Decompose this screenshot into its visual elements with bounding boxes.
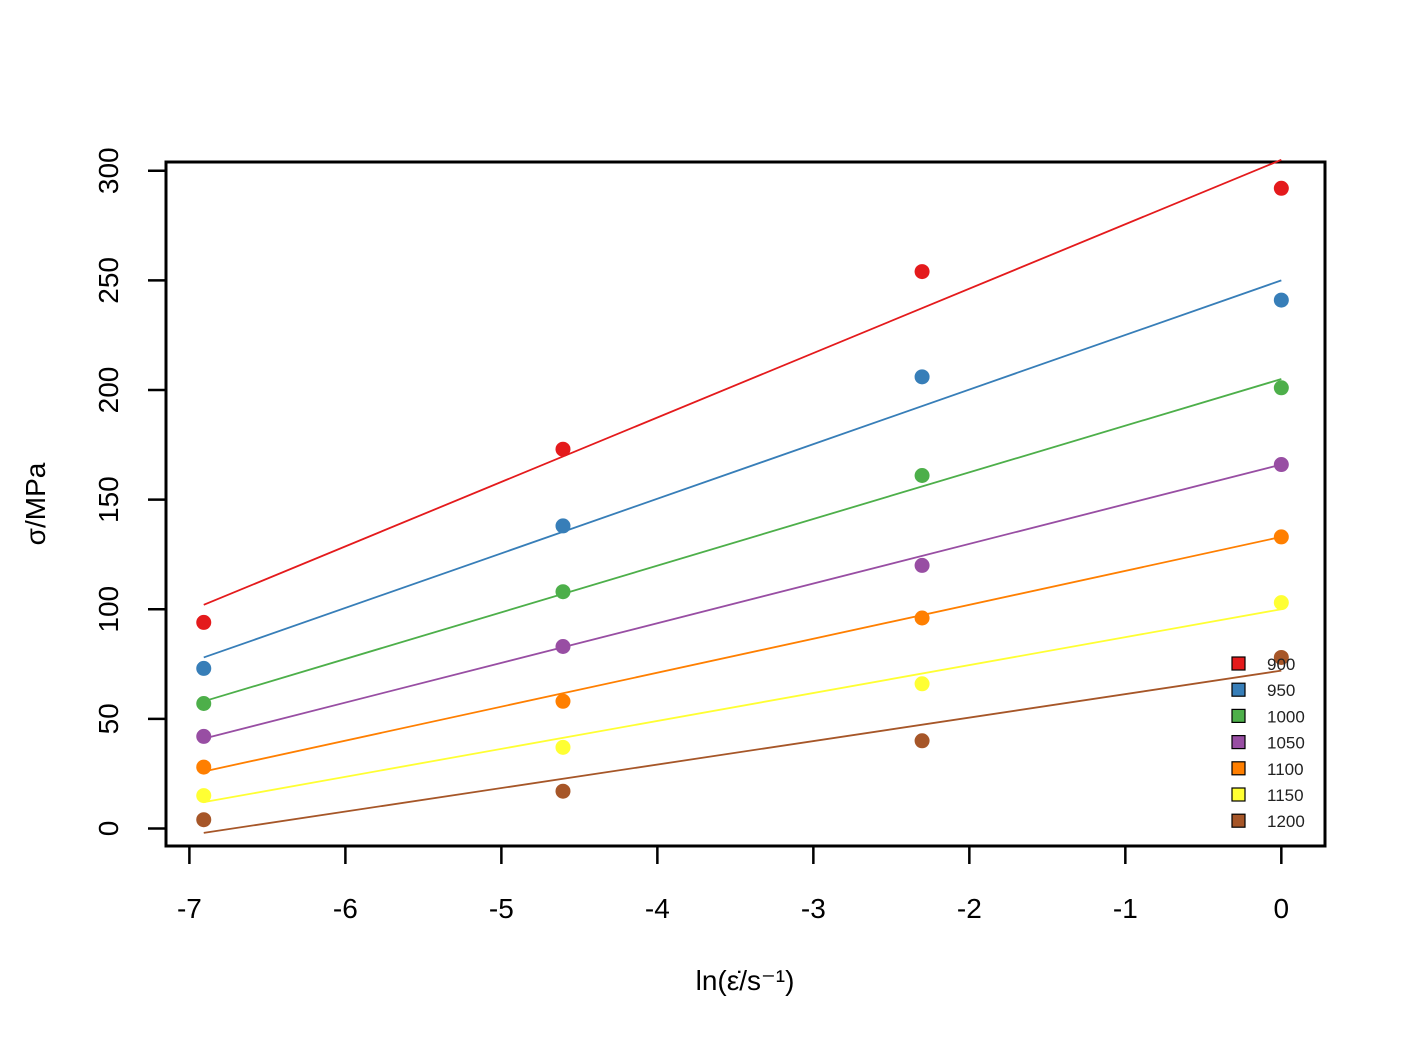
- plot-frame: [164, 160, 1327, 848]
- y-tick-label-2: 100: [93, 586, 124, 633]
- fit-line-1050: [203, 463, 1282, 740]
- point-950-0: [196, 660, 212, 676]
- legend-swatch-1150: [1231, 787, 1246, 802]
- legend-label-1200: 1200: [1267, 812, 1305, 831]
- point-1100-1: [555, 693, 571, 709]
- point-1050-2: [914, 557, 930, 573]
- y-tick-label-3: 150: [93, 476, 124, 523]
- legend-label-950: 950: [1267, 681, 1295, 700]
- legend-swatch-900: [1231, 656, 1246, 671]
- fit-line-900: [203, 158, 1282, 606]
- y-tick-label-6: 300: [93, 147, 124, 194]
- legend-label-1100: 1100: [1267, 760, 1304, 779]
- x-tick-label-7: 0: [1274, 893, 1290, 924]
- data-points: [196, 180, 1289, 828]
- x-tick-label-3: -4: [645, 893, 670, 924]
- fit-line-1000: [203, 378, 1282, 703]
- y-axis-title: σ/MPa: [20, 462, 51, 545]
- x-tick-label-6: -1: [1113, 893, 1138, 924]
- legend-label-1050: 1050: [1267, 734, 1305, 753]
- point-1150-3: [1273, 595, 1289, 611]
- legend-label-1000: 1000: [1267, 707, 1305, 726]
- point-1050-0: [196, 728, 212, 744]
- point-1050-3: [1273, 457, 1289, 473]
- point-1000-1: [555, 584, 571, 600]
- point-1100-0: [196, 759, 212, 775]
- point-900-2: [914, 264, 930, 280]
- point-1200-3: [1273, 649, 1289, 665]
- point-1200-1: [555, 783, 571, 799]
- point-1000-3: [1273, 380, 1289, 396]
- fit-lines: [203, 158, 1282, 834]
- fit-line-1200: [203, 669, 1282, 834]
- point-950-3: [1273, 292, 1289, 308]
- y-tick-label-1: 50: [93, 703, 124, 734]
- point-1150-2: [914, 676, 930, 692]
- point-950-2: [914, 369, 930, 385]
- point-900-3: [1273, 180, 1289, 196]
- legend-swatch-1100: [1231, 761, 1246, 776]
- point-1000-0: [196, 696, 212, 711]
- fit-line-950: [203, 279, 1282, 659]
- legend: 900 950 1000 1050 1100 1150 1200: [1231, 655, 1305, 831]
- legend-label-1150: 1150: [1267, 786, 1304, 805]
- point-1200-2: [914, 733, 930, 749]
- y-tick-label-4: 200: [93, 367, 124, 414]
- point-1100-3: [1273, 529, 1289, 545]
- fit-line-1100: [203, 536, 1282, 773]
- x-tick-label-0: -7: [177, 893, 202, 924]
- x-tick-label-5: -2: [957, 893, 982, 924]
- legend-label-900: 900: [1267, 655, 1295, 674]
- y-tick-label-0: 0: [93, 821, 124, 837]
- fit-line-1150: [203, 608, 1282, 804]
- legend-swatch-950: [1231, 682, 1246, 697]
- x-axis-title: ln(ε̇/s⁻¹): [696, 965, 795, 996]
- axes: -7 -6 -5 -4 -3 -2 -1 0 0 50 100 150 200 250 300: [93, 147, 1289, 924]
- point-1100-2: [914, 610, 930, 626]
- point-1000-2: [914, 468, 930, 483]
- legend-swatch-1200: [1231, 813, 1246, 828]
- legend-swatch-1050: [1231, 734, 1246, 750]
- point-950-1: [555, 518, 571, 534]
- point-1150-1: [555, 739, 571, 755]
- point-1050-1: [555, 639, 571, 654]
- x-tick-label-1: -6: [333, 893, 358, 924]
- point-1200-0: [196, 812, 212, 828]
- point-900-1: [555, 441, 571, 457]
- x-tick-label-4: -3: [801, 893, 826, 924]
- x-tick-label-2: -5: [489, 893, 514, 924]
- legend-swatch-1000: [1231, 708, 1246, 724]
- y-tick-label-5: 250: [93, 257, 124, 304]
- point-1150-0: [196, 788, 212, 804]
- point-900-0: [196, 614, 212, 630]
